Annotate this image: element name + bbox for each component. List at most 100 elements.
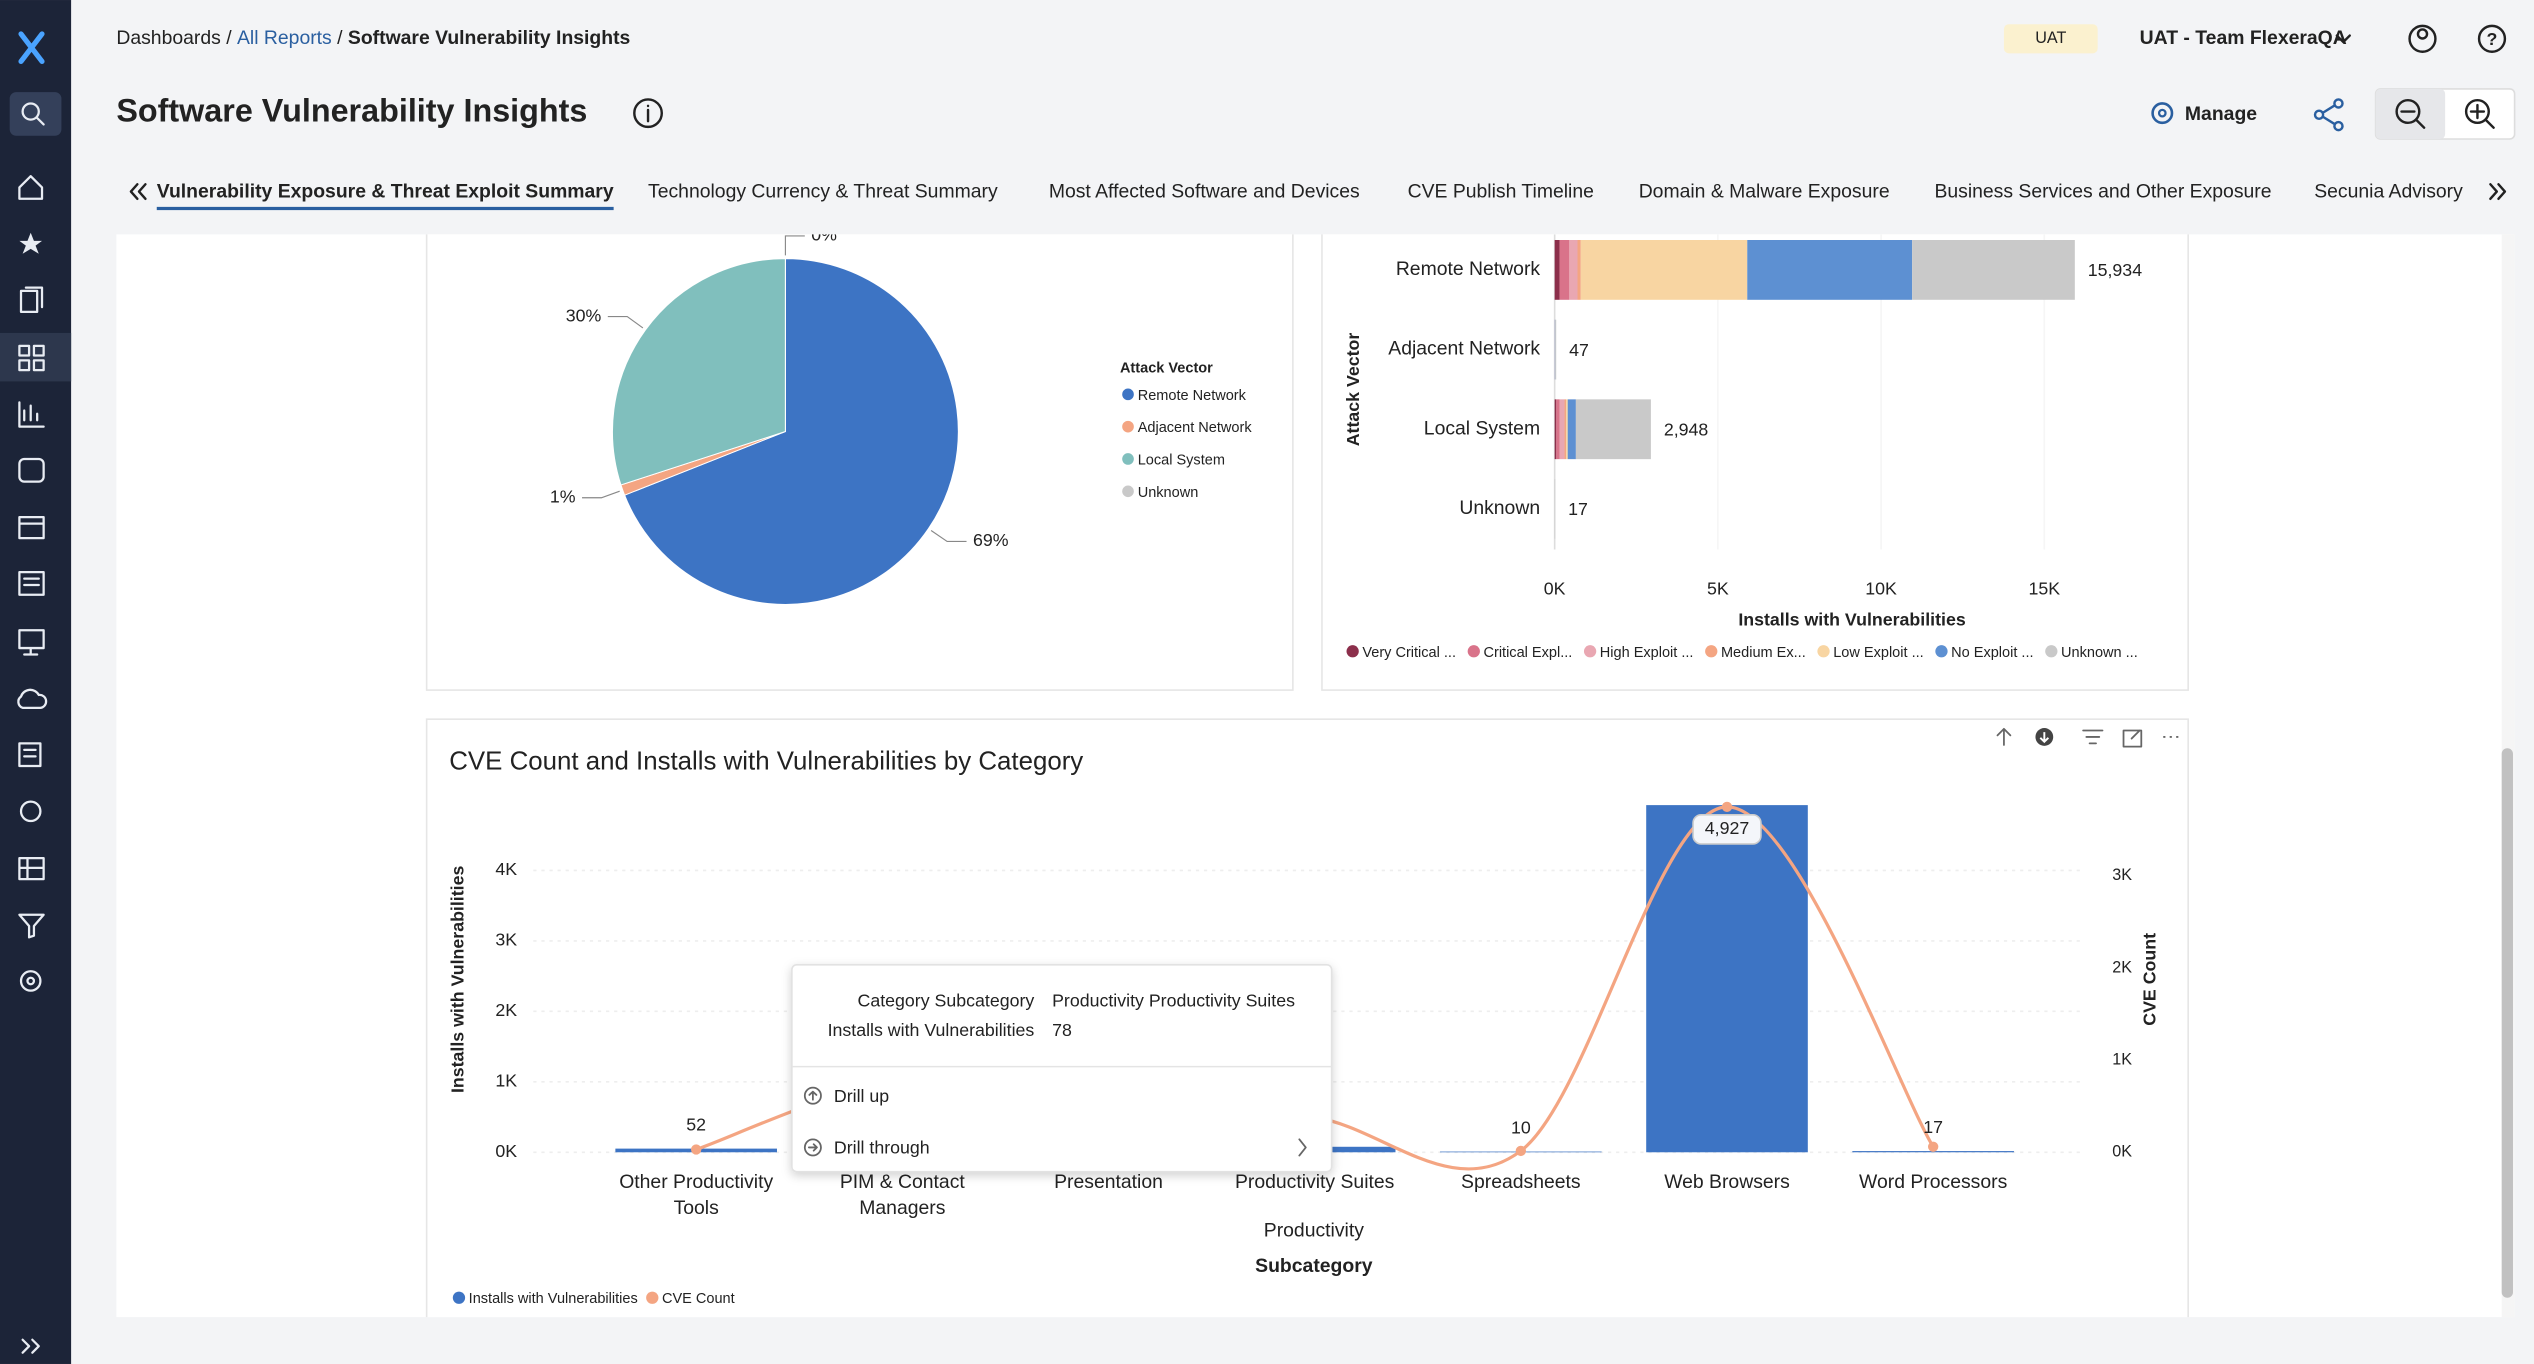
- bar-segment[interactable]: [1559, 399, 1565, 460]
- legend-label[interactable]: No Exploit ...: [1951, 645, 2033, 661]
- search-handle: [36, 116, 45, 126]
- y2-axis-title: CVE Count: [2140, 933, 2160, 1026]
- legend-label[interactable]: High Exploit ...: [1600, 645, 1694, 661]
- tooltip: Category Subcategory Productivity Product…: [791, 964, 1333, 1173]
- tooltip-action[interactable]: Drill through: [834, 1138, 930, 1158]
- bar-segment[interactable]: [1577, 240, 1581, 300]
- tab[interactable]: CVE Publish Timeline: [1408, 180, 1594, 202]
- active-tab-indicator: [156, 206, 614, 211]
- inventory-icon[interactable]: [18, 457, 45, 483]
- tab[interactable]: Domain & Malware Exposure: [1639, 180, 1890, 202]
- breadcrumb-link[interactable]: Dashboards: [116, 27, 220, 49]
- tabs-scroll-right[interactable]: [2489, 183, 2507, 201]
- filter-icon[interactable]: [2082, 729, 2104, 745]
- scrollbar-thumb[interactable]: [2501, 748, 2513, 1298]
- pie-slice: [612, 258, 786, 486]
- favorites-icon[interactable]: [19, 232, 43, 254]
- account-icon[interactable]: [2408, 24, 2437, 53]
- device-icon[interactable]: [18, 629, 45, 656]
- bar-segment[interactable]: [1556, 399, 1560, 460]
- browser-icon[interactable]: [18, 516, 45, 540]
- legend-label[interactable]: Critical Expl...: [1483, 645, 1572, 661]
- integrations-icon[interactable]: [19, 800, 42, 823]
- legend-label[interactable]: Remote Network: [1138, 388, 1247, 404]
- tooltip-value: 78: [1052, 1020, 1072, 1040]
- legend-label[interactable]: Low Exploit ...: [1833, 645, 1923, 661]
- manage-icon: [2151, 102, 2174, 125]
- chart-title: CVE Count and Installs with Vulnerabilit…: [449, 748, 1083, 776]
- legend-label[interactable]: Adjacent Network: [1138, 420, 1253, 436]
- tooltip-action[interactable]: Drill up: [834, 1086, 889, 1106]
- tabs-scroll-left[interactable]: [129, 183, 147, 201]
- bar-segment[interactable]: [1747, 240, 1913, 300]
- tab[interactable]: Secunia Advisory: [2314, 180, 2463, 202]
- cloud-icon[interactable]: [17, 688, 48, 709]
- bar-segment[interactable]: [1912, 240, 2075, 300]
- legend-label[interactable]: Unknown: [1138, 485, 1199, 501]
- drill-up-icon: [803, 1086, 822, 1105]
- line-point[interactable]: [1721, 801, 1733, 813]
- y-tick-label: Adjacent Network: [1388, 338, 1540, 360]
- card-toolbar: [1996, 727, 2179, 748]
- legend-label[interactable]: CVE Count: [662, 1291, 735, 1307]
- help-icon[interactable]: [2477, 24, 2507, 53]
- logo[interactable]: [18, 31, 45, 65]
- zoom-in-button[interactable]: [2464, 99, 2490, 125]
- settings-icon[interactable]: [19, 970, 42, 992]
- analytics-icon[interactable]: [18, 401, 45, 428]
- home-icon[interactable]: [18, 175, 44, 200]
- line-point[interactable]: [691, 1144, 702, 1155]
- manage-button[interactable]: Manage: [2185, 103, 2257, 125]
- team-selector[interactable]: UAT - Team FlexeraQA: [2140, 27, 2347, 49]
- tooltip-box: [791, 964, 1333, 1173]
- expand-sidebar[interactable]: [21, 1338, 40, 1354]
- y2-tick-label: 2K: [2112, 958, 2132, 976]
- tab[interactable]: Business Services and Other Exposure: [1934, 180, 2271, 202]
- line-point[interactable]: [1515, 1145, 1527, 1157]
- legend-label[interactable]: Medium Ex...: [1721, 645, 1806, 661]
- tab[interactable]: Technology Currency & Threat Summary: [648, 180, 998, 202]
- tooltip-key: Installs with Vulnerabilities: [828, 1020, 1035, 1040]
- bar-segment[interactable]: [1569, 240, 1578, 300]
- legend-label[interactable]: Local System: [1138, 452, 1225, 468]
- focus-mode-icon[interactable]: [2122, 729, 2143, 748]
- dashboards-active: [0, 332, 72, 382]
- bar-segment[interactable]: [1566, 399, 1568, 460]
- share-button[interactable]: [2313, 98, 2344, 132]
- table-icon[interactable]: [18, 857, 45, 881]
- zoom-out-button[interactable]: [2375, 88, 2446, 139]
- legend-label[interactable]: Very Critical ...: [1362, 645, 1456, 661]
- x-axis-title: Subcategory: [1255, 1255, 1373, 1277]
- bar-segment[interactable]: [1567, 399, 1576, 460]
- bar[interactable]: [1646, 805, 1808, 1153]
- bar-segment[interactable]: [1554, 240, 1560, 300]
- bar-segment[interactable]: [1580, 240, 1748, 300]
- list-icon[interactable]: [18, 570, 45, 596]
- y-tick-label: 0K: [495, 1141, 517, 1161]
- bar-segment[interactable]: [1554, 399, 1557, 460]
- bar-segment[interactable]: [1554, 479, 1556, 539]
- tab[interactable]: Most Affected Software and Devices: [1049, 180, 1360, 202]
- contracts-icon[interactable]: [18, 742, 42, 768]
- bar-segment[interactable]: [1575, 399, 1651, 460]
- legend-marker: [1467, 645, 1480, 658]
- legend-label[interactable]: Unknown ...: [2061, 645, 2138, 661]
- breadcrumb-link[interactable]: All Reports: [237, 27, 332, 49]
- tab[interactable]: Vulnerability Exposure & Threat Exploit …: [157, 180, 614, 202]
- share-node: [2333, 120, 2344, 132]
- reports-icon[interactable]: [19, 286, 44, 314]
- dashboards-icon[interactable]: [18, 344, 45, 372]
- legend-marker: [1122, 485, 1134, 498]
- bar-segment[interactable]: [1564, 399, 1567, 460]
- line-point[interactable]: [1927, 1141, 1939, 1152]
- pie-value-label: 1%: [550, 486, 576, 506]
- search-icon[interactable]: [21, 102, 40, 121]
- info-icon[interactable]: [633, 98, 663, 129]
- y2-tick-label: 0K: [2112, 1143, 2132, 1161]
- legend-marker: [1817, 645, 1830, 658]
- bar-segment[interactable]: [1555, 319, 1557, 380]
- drill-up-icon[interactable]: [1996, 727, 2012, 746]
- legend-label[interactable]: Installs with Vulnerabilities: [469, 1291, 638, 1307]
- filter-icon[interactable]: [18, 913, 45, 939]
- bar-segment[interactable]: [1559, 240, 1570, 300]
